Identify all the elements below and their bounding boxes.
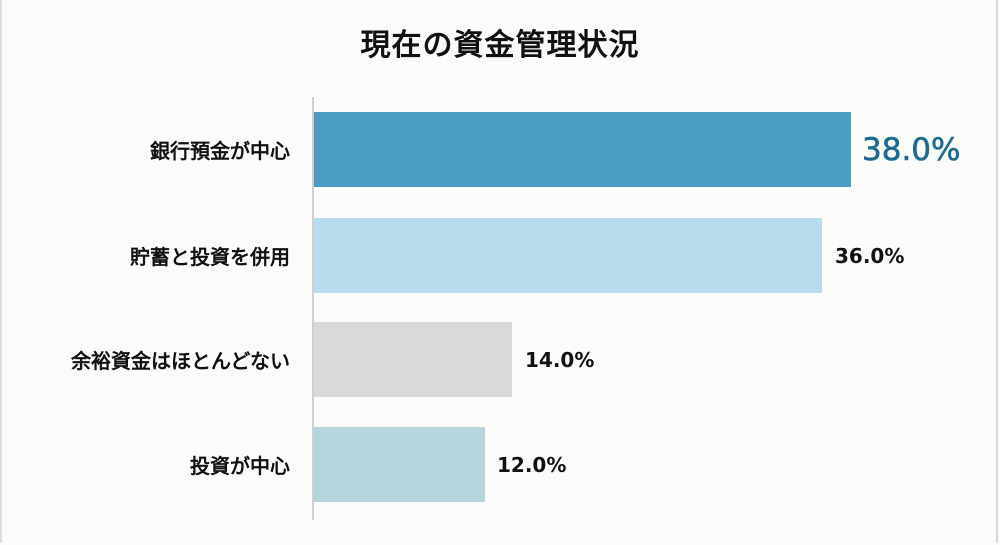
- chart-title: 現在の資金管理状況: [360, 28, 640, 63]
- category-label: 銀行預金が中心: [150, 139, 290, 163]
- bar-row: 余裕資金はほとんどない 14.0%: [0, 322, 1000, 397]
- bar-row: 銀行預金が中心 38.0%: [0, 112, 1000, 187]
- category-label: 投資が中心: [190, 454, 290, 478]
- bar: [314, 112, 851, 187]
- bar: [314, 218, 822, 293]
- bar-row: 投資が中心 12.0%: [0, 427, 1000, 502]
- category-label: 貯蓄と投資を併用: [130, 245, 290, 269]
- bar: [314, 322, 512, 397]
- bar-row: 貯蓄と投資を併用 36.0%: [0, 218, 1000, 293]
- value-label: 38.0%: [862, 131, 961, 168]
- value-label: 12.0%: [497, 452, 567, 477]
- bar: [314, 427, 485, 502]
- category-label: 余裕資金はほとんどない: [71, 349, 290, 373]
- value-label: 36.0%: [835, 243, 905, 268]
- value-label: 14.0%: [525, 347, 595, 372]
- y-axis-line: [312, 97, 314, 520]
